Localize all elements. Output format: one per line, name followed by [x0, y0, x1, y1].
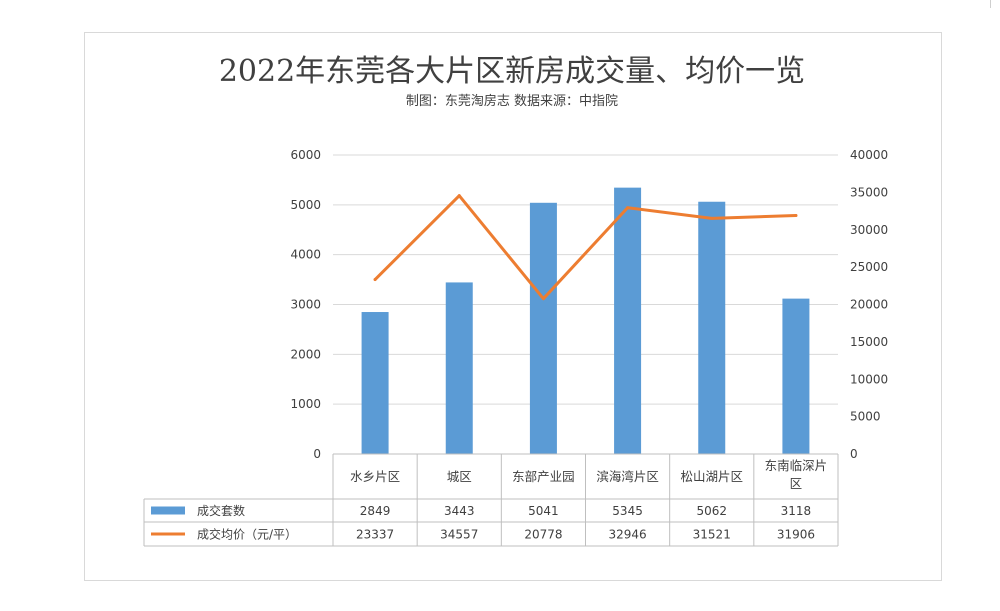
bar — [529, 202, 557, 454]
bar — [698, 201, 726, 454]
right-axis-tick-label: 5000 — [850, 410, 881, 424]
chart-subtitle: 制图：东莞淘房志 数据来源：中指院 — [406, 93, 618, 109]
right-axis-tick-label: 25000 — [850, 260, 888, 274]
right-axis-tick-label: 15000 — [850, 335, 888, 349]
line-point — [373, 278, 377, 282]
legend-swatch-bar — [151, 506, 185, 515]
category-label: 滨海湾片区 — [596, 469, 659, 484]
left-axis-tick-label: 0 — [313, 447, 321, 461]
category-label: 城区 — [447, 469, 472, 484]
line-point — [457, 194, 461, 198]
category-label: 区 — [790, 476, 803, 491]
legend-label: 成交套数 — [197, 503, 245, 518]
left-axis-tick-label: 5000 — [290, 198, 321, 212]
left-axis-tick-label: 6000 — [290, 148, 321, 162]
table-value: 5041 — [528, 504, 559, 518]
table-value: 34557 — [440, 528, 478, 542]
table-value: 32946 — [608, 528, 646, 542]
series-line — [373, 194, 798, 301]
left-axis-tick-label: 4000 — [290, 248, 321, 262]
chart-title: 2022年东莞各大片区新房成交量、均价一览 — [219, 54, 805, 89]
right-axis-tick-label: 0 — [850, 447, 858, 461]
table-value: 3443 — [444, 504, 475, 518]
left-axis-tick-label: 3000 — [290, 298, 321, 312]
category-label: 东部产业园 — [512, 469, 575, 484]
category-label: 东南临深片 — [765, 458, 828, 473]
line-point — [541, 297, 545, 301]
legend-label: 成交均价（元/平） — [197, 527, 297, 542]
table-value: 2849 — [360, 504, 391, 518]
table-value: 31521 — [693, 528, 731, 542]
category-label: 松山湖片区 — [680, 469, 743, 484]
right-axis-tick-label: 40000 — [850, 148, 888, 162]
line-point — [710, 216, 714, 220]
table-value: 31906 — [777, 528, 815, 542]
bar — [782, 298, 810, 454]
left-axis-tick-label: 2000 — [290, 347, 321, 361]
table-value: 5062 — [696, 504, 727, 518]
right-axis-tick-label: 30000 — [850, 223, 888, 237]
right-axis-tick-label: 35000 — [850, 185, 888, 199]
right-axis-tick-label: 10000 — [850, 372, 888, 386]
line-point — [794, 214, 798, 218]
table-value: 20778 — [524, 528, 562, 542]
category-label: 水乡片区 — [350, 469, 400, 484]
table-value: 5345 — [612, 504, 643, 518]
right-axis-tick-label: 20000 — [850, 298, 888, 312]
left-axis-tick-label: 1000 — [290, 397, 321, 411]
table-value: 23337 — [356, 528, 394, 542]
bar — [445, 282, 473, 454]
bar — [361, 312, 389, 454]
corner-mark — [990, 0, 996, 8]
line-point — [626, 206, 630, 210]
bar — [614, 187, 642, 454]
table-value: 3118 — [781, 504, 812, 518]
